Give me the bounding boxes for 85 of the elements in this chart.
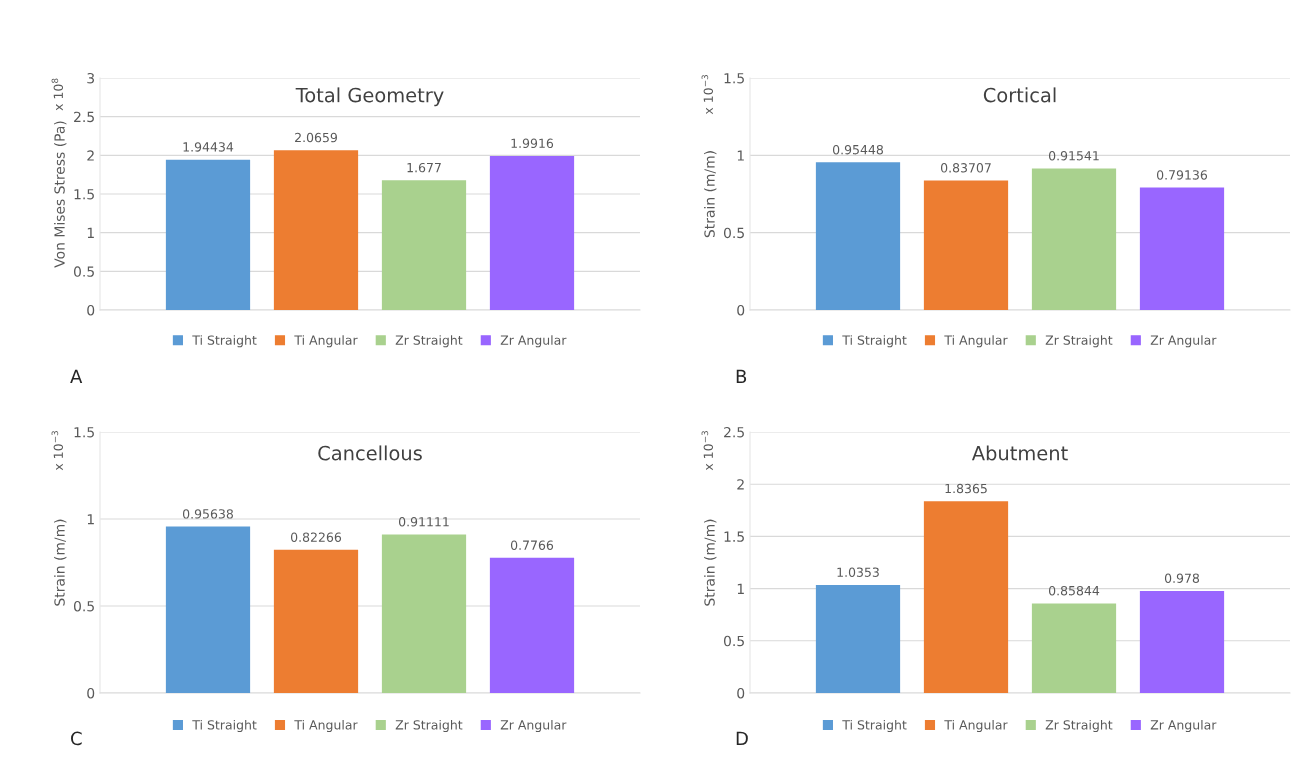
text: Abutment	[971, 445, 1068, 461]
data-label: 0.85844	[1048, 585, 1100, 596]
data-label: 1.677	[407, 162, 441, 173]
y-tick-label: 0.5	[73, 266, 94, 277]
legend-label: Ti Straight	[842, 719, 907, 733]
bar	[381, 180, 467, 310]
text: Cancellous	[318, 445, 422, 461]
data-label: 1.9916	[511, 138, 554, 149]
legend-label: Ti Angular	[294, 719, 358, 733]
y-tick-label: 1.5	[724, 531, 744, 542]
data-label: 0.91541	[1048, 150, 1099, 161]
data-label: 0.7766	[510, 540, 554, 550]
data-label: 0.79136	[1156, 170, 1208, 180]
y-axis-title: Strain (m/m)	[54, 519, 67, 606]
bar	[165, 159, 251, 310]
chart-title: Cortical	[983, 87, 1056, 103]
bar	[489, 557, 575, 693]
chart-title: Total Geometry	[295, 87, 444, 107]
text: x 10$^{8}$	[51, 78, 64, 111]
y-tick-label: 2.5	[724, 426, 744, 438]
bar	[815, 584, 901, 693]
data-label: 2.0659	[295, 132, 337, 143]
y-tick-label: 2.5	[74, 111, 94, 123]
bar	[381, 534, 467, 693]
y-tick-label: 0.5	[73, 600, 94, 612]
data-label: 0.95638	[182, 509, 233, 519]
bar	[165, 526, 251, 693]
legend-label: Ti Straight	[842, 335, 907, 348]
data-label: 1.8365	[945, 483, 987, 494]
y-axis-title: Von Mises Stress (Pa)	[54, 121, 67, 268]
legend-label: Zr Straight	[1045, 335, 1113, 348]
legend-label: Ti Angular	[944, 335, 1008, 348]
bar	[273, 549, 359, 693]
legend-label: Zr Angular	[1150, 719, 1217, 733]
legend-label: Zr Straight	[395, 719, 463, 733]
legend-label: Ti Straight	[192, 335, 257, 348]
legend-label: Zr Angular	[1150, 335, 1217, 348]
y-axis-title: Strain (m/m)	[704, 151, 717, 238]
bar	[815, 162, 901, 310]
legend-label: Ti Angular	[944, 719, 1008, 733]
legend-label: Zr Angular	[500, 335, 567, 348]
bar	[489, 155, 575, 310]
text: A	[70, 369, 83, 383]
y-tick-label: 2	[87, 150, 94, 161]
data-label: 0.82266	[290, 532, 342, 542]
legend-label: Zr Straight	[1045, 719, 1113, 733]
data-label: 1.0353	[837, 567, 879, 577]
legend-label: Zr Straight	[395, 335, 463, 348]
y-tick-label: 1	[87, 514, 94, 525]
y-axis-title: Strain (m/m)	[704, 519, 717, 606]
data-label: 0.95448	[832, 144, 883, 155]
y-tick-label: 1	[87, 227, 94, 238]
y-tick-label: 0.5	[723, 635, 744, 647]
bar	[1031, 603, 1117, 693]
text: x 10$^{−3}$	[51, 431, 64, 471]
text: x 10$^{−3}$	[701, 431, 714, 471]
data-label: 0.83707	[940, 163, 991, 173]
y-tick-label: 0	[737, 687, 745, 699]
text: x 10$^{−3}$	[701, 75, 714, 115]
bar	[1139, 590, 1225, 693]
legend-label: Zr Angular	[500, 719, 567, 733]
bar	[1031, 168, 1117, 310]
data-label: 0.978	[1164, 573, 1200, 583]
bar	[273, 150, 359, 310]
text: D	[736, 731, 748, 745]
text: C	[71, 731, 82, 746]
legend-label: Ti Straight	[192, 719, 257, 733]
y-tick-label: 0.5	[723, 227, 744, 239]
y-tick-label: 2	[737, 479, 744, 490]
y-tick-label: 1	[737, 583, 744, 594]
y-tick-label: 1.5	[74, 427, 94, 438]
data-label: 1.94434	[183, 142, 234, 152]
data-label: 0.91111	[398, 517, 449, 527]
legend-label: Ti Angular	[294, 335, 358, 348]
y-tick-label: 1.5	[74, 189, 94, 200]
text: B	[736, 369, 747, 383]
y-tick-label: 0	[87, 304, 95, 316]
bar	[923, 180, 1009, 310]
y-tick-label: 1	[737, 150, 744, 161]
y-tick-label: 3	[87, 72, 95, 84]
y-tick-label: 0	[87, 687, 95, 699]
bar	[1139, 187, 1225, 310]
bar	[923, 501, 1009, 693]
y-tick-label: 0	[737, 304, 745, 316]
y-tick-label: 1.5	[724, 73, 744, 84]
